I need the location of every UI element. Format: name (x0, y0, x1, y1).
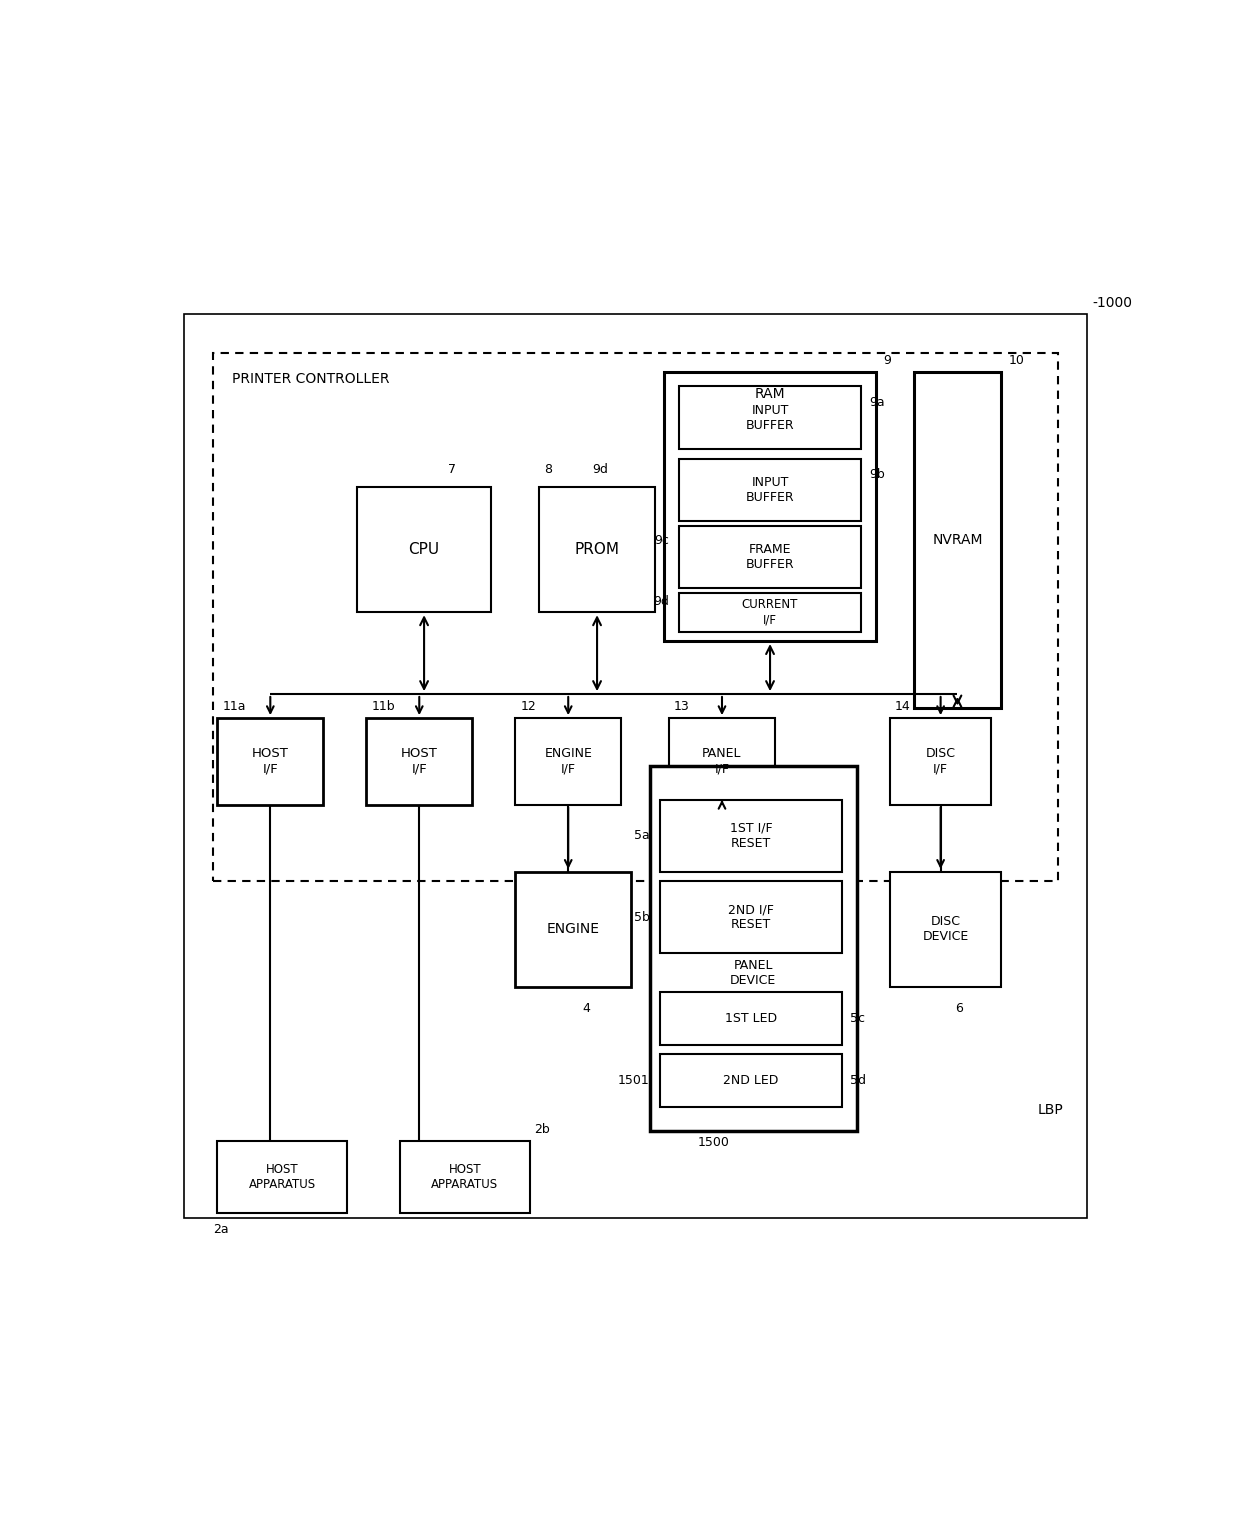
Text: 1501: 1501 (619, 1074, 650, 1088)
Text: 14: 14 (895, 701, 910, 713)
Text: 1ST LED: 1ST LED (724, 1012, 777, 1025)
Text: DISC
I/F: DISC I/F (925, 748, 956, 775)
Bar (660, 799, 842, 872)
Bar (678, 593, 862, 631)
Text: -1000: -1000 (1092, 296, 1132, 309)
Bar (678, 526, 862, 589)
Text: 7: 7 (448, 463, 456, 476)
Bar (670, 718, 775, 804)
Text: 9a: 9a (869, 396, 884, 410)
Text: PRINTER CONTROLLER: PRINTER CONTROLLER (232, 372, 389, 385)
Text: 13: 13 (675, 701, 689, 713)
Text: 9b: 9b (869, 469, 885, 481)
Text: 1500: 1500 (698, 1136, 730, 1148)
Bar (914, 372, 1001, 708)
Text: HOST
APPARATUS: HOST APPARATUS (249, 1164, 316, 1191)
Text: 2a: 2a (213, 1223, 228, 1235)
Text: 6: 6 (955, 1001, 963, 1015)
Bar (660, 1054, 842, 1107)
Text: 5c: 5c (849, 1012, 864, 1025)
Bar (678, 458, 862, 520)
Text: 1ST I/F
RESET: 1ST I/F RESET (729, 822, 773, 850)
Bar (367, 718, 472, 804)
Text: PANEL
DEVICE: PANEL DEVICE (730, 959, 776, 986)
Bar (665, 372, 875, 642)
Bar (357, 487, 491, 613)
Text: PANEL
I/F: PANEL I/F (702, 748, 742, 775)
Text: 5b: 5b (634, 910, 650, 924)
Text: 2ND LED: 2ND LED (723, 1074, 779, 1088)
Text: HOST
I/F: HOST I/F (401, 748, 438, 775)
Text: CURRENT
I/F: CURRENT I/F (742, 598, 799, 627)
Text: 4: 4 (583, 1001, 590, 1015)
Text: HOST
I/F: HOST I/F (252, 748, 289, 775)
Bar (401, 1141, 529, 1214)
Text: 9c: 9c (655, 534, 670, 548)
Bar (539, 487, 655, 613)
Text: ENGINE
I/F: ENGINE I/F (544, 748, 593, 775)
Text: 2b: 2b (534, 1123, 551, 1136)
Bar (660, 881, 842, 954)
Bar (516, 718, 621, 804)
Text: 12: 12 (521, 701, 536, 713)
Bar (650, 766, 857, 1132)
Text: 9: 9 (883, 355, 892, 367)
Bar (217, 718, 324, 804)
Text: 10: 10 (1008, 355, 1024, 367)
Bar (660, 992, 842, 1045)
Text: LBP: LBP (1038, 1103, 1063, 1117)
Text: 5a: 5a (634, 830, 650, 842)
Bar (890, 718, 991, 804)
Text: 8: 8 (544, 463, 552, 476)
Text: INPUT
BUFFER: INPUT BUFFER (745, 476, 795, 504)
Text: INPUT
BUFFER: INPUT BUFFER (745, 404, 795, 432)
Bar (516, 872, 631, 988)
Text: HOST
APPARATUS: HOST APPARATUS (432, 1164, 498, 1191)
Text: 11b: 11b (371, 701, 394, 713)
Text: 5d: 5d (849, 1074, 866, 1088)
Bar (890, 872, 1001, 988)
Text: 9d: 9d (653, 595, 670, 607)
Text: RAM: RAM (755, 387, 785, 402)
Text: 11a: 11a (222, 701, 246, 713)
Text: ENGINE: ENGINE (547, 922, 599, 936)
Text: 9d: 9d (593, 463, 608, 476)
Text: DISC
DEVICE: DISC DEVICE (923, 915, 968, 944)
Bar (213, 353, 1058, 881)
Text: FRAME
BUFFER: FRAME BUFFER (745, 543, 795, 570)
Text: 2ND I/F
RESET: 2ND I/F RESET (728, 904, 774, 931)
Bar (678, 387, 862, 449)
Bar (217, 1141, 347, 1214)
Text: NVRAM: NVRAM (932, 534, 982, 548)
Text: CPU: CPU (408, 543, 440, 557)
Text: PROM: PROM (574, 543, 620, 557)
